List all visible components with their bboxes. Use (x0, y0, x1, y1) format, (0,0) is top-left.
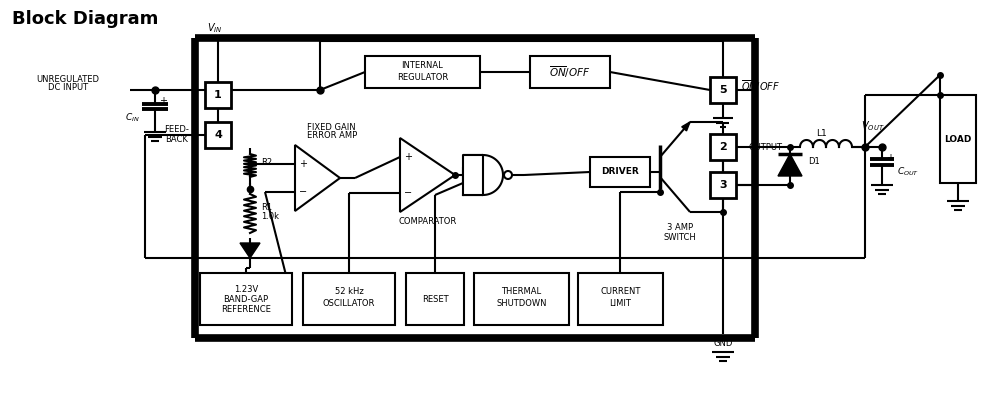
Text: FIXED GAIN: FIXED GAIN (307, 123, 355, 132)
Text: $V_{IN}$: $V_{IN}$ (208, 21, 223, 35)
FancyBboxPatch shape (710, 77, 736, 103)
Text: 5: 5 (720, 85, 727, 95)
Text: 1.23V: 1.23V (234, 285, 258, 294)
Text: 52 kHz: 52 kHz (334, 288, 363, 296)
Text: 2: 2 (720, 142, 727, 152)
Circle shape (504, 171, 512, 179)
FancyBboxPatch shape (205, 122, 231, 148)
Text: LOAD: LOAD (944, 134, 972, 143)
Polygon shape (400, 138, 455, 212)
Text: BACK: BACK (166, 134, 189, 143)
Text: INTERNAL: INTERNAL (401, 61, 443, 70)
Text: +: + (404, 152, 412, 162)
Polygon shape (778, 154, 802, 176)
Polygon shape (240, 243, 260, 258)
Text: L1: L1 (816, 129, 827, 138)
Text: 3 AMP: 3 AMP (667, 222, 693, 231)
FancyBboxPatch shape (590, 157, 650, 187)
Text: +: + (299, 159, 307, 169)
Text: 3: 3 (720, 180, 727, 190)
Text: R1: R1 (261, 203, 272, 212)
Text: THERMAL: THERMAL (501, 288, 542, 296)
Text: GND: GND (714, 338, 733, 347)
Text: 1: 1 (215, 90, 222, 100)
Text: UNREGULATED: UNREGULATED (37, 75, 100, 83)
Text: 4: 4 (214, 130, 222, 140)
Text: REFERENCE: REFERENCE (222, 305, 270, 314)
Text: Block Diagram: Block Diagram (12, 10, 159, 28)
Text: R2: R2 (261, 158, 272, 167)
Text: REGULATOR: REGULATOR (397, 73, 448, 83)
Text: RESET: RESET (422, 294, 448, 303)
Text: CURRENT: CURRENT (601, 288, 641, 296)
Text: $\overline{ON}/OFF$: $\overline{ON}/OFF$ (549, 64, 591, 80)
Polygon shape (295, 145, 340, 211)
Text: ERROR AMP: ERROR AMP (307, 132, 357, 141)
Text: −: − (404, 188, 412, 198)
FancyBboxPatch shape (710, 172, 736, 198)
FancyBboxPatch shape (578, 273, 663, 325)
Text: $\overline{ON}/OFF$: $\overline{ON}/OFF$ (741, 78, 780, 94)
Text: DRIVER: DRIVER (601, 167, 639, 176)
Text: OSCILLATOR: OSCILLATOR (322, 299, 375, 309)
FancyBboxPatch shape (406, 273, 464, 325)
Text: COMPARATOR: COMPARATOR (399, 217, 457, 226)
Text: −: − (299, 187, 307, 197)
FancyBboxPatch shape (205, 82, 231, 108)
Text: DC INPUT: DC INPUT (48, 83, 88, 92)
FancyBboxPatch shape (303, 273, 395, 325)
Text: +: + (159, 96, 167, 106)
Text: 1.0k: 1.0k (261, 212, 279, 221)
Text: BAND-GAP: BAND-GAP (224, 294, 268, 303)
FancyBboxPatch shape (200, 273, 292, 325)
Text: $C_{OUT}$: $C_{OUT}$ (897, 166, 919, 178)
FancyBboxPatch shape (530, 56, 610, 88)
Text: +: + (886, 153, 894, 163)
Text: SWITCH: SWITCH (664, 233, 697, 242)
FancyBboxPatch shape (940, 95, 976, 183)
FancyBboxPatch shape (474, 273, 569, 325)
FancyBboxPatch shape (365, 56, 480, 88)
Polygon shape (682, 122, 690, 131)
Text: FEED-: FEED- (165, 125, 190, 134)
FancyBboxPatch shape (710, 134, 736, 160)
Text: $V_{OUT}$: $V_{OUT}$ (861, 119, 885, 133)
Text: LIMIT: LIMIT (610, 299, 632, 309)
Polygon shape (463, 155, 483, 195)
Text: $C_{IN}$: $C_{IN}$ (126, 112, 140, 124)
Text: SHUTDOWN: SHUTDOWN (496, 299, 547, 309)
Polygon shape (483, 155, 503, 195)
Text: D1: D1 (808, 156, 819, 165)
Text: OUTPUT: OUTPUT (749, 143, 783, 151)
